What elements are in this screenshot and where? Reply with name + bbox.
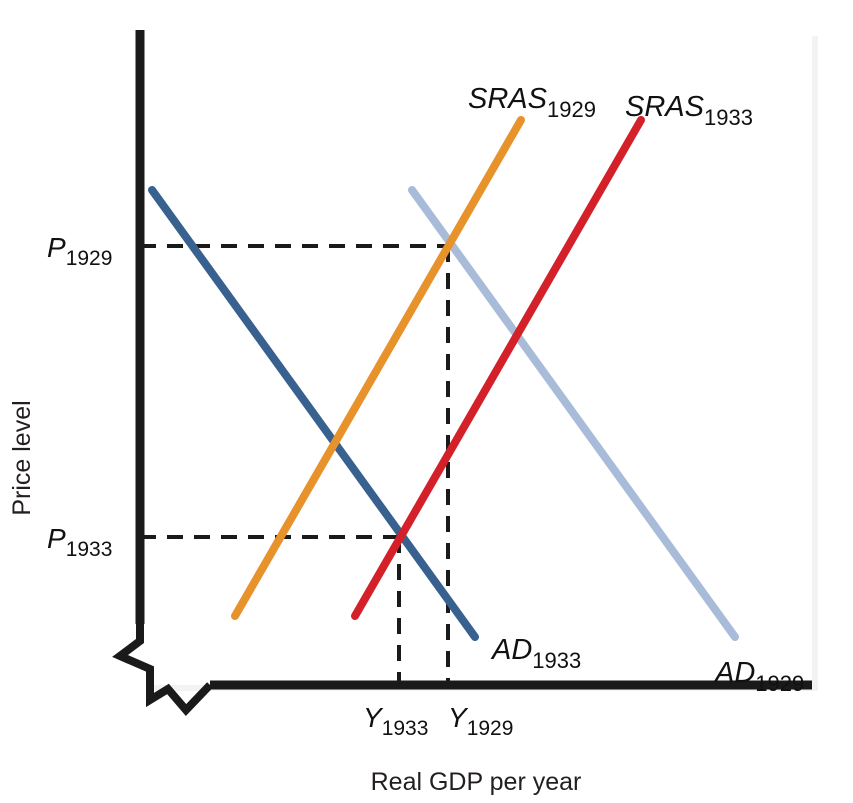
curve-label-sras-1933-main: SRAS <box>625 91 705 123</box>
curve-label-sras-1929-main: SRAS <box>468 83 548 115</box>
y-tick-label-p-1933-main: P <box>47 523 66 554</box>
y-tick-label-p-1929: P1929 <box>47 232 112 270</box>
x-tick-label-y-1929: Y1929 <box>448 702 513 740</box>
curve-label-ad-1933: AD1933 <box>490 634 581 673</box>
y-tick-label-p-1929-sub: 1929 <box>66 247 113 270</box>
curve-ad-1929 <box>408 186 739 641</box>
curve-label-sras-1929-sub: 1929 <box>547 97 596 122</box>
curve-label-ad-1929-main: AD <box>713 657 755 689</box>
curve-label-sras-1929: SRAS1929 <box>468 83 596 122</box>
curve-label-sras-1933-sub: 1933 <box>704 105 753 130</box>
curve-sras-1933 <box>351 116 645 620</box>
y-tick-label-p-1933: P1933 <box>47 523 112 561</box>
y-tick-label-p-1933-sub: 1933 <box>66 538 113 561</box>
curve-label-sras-1933: SRAS1933 <box>625 91 753 130</box>
x-tick-label-y-1933-main: Y <box>363 702 384 733</box>
curve-label-ad-1929: AD1929 <box>713 657 804 696</box>
x-tick-label-y-1933: Y1933 <box>363 702 428 740</box>
y-axis-title: Price level <box>8 400 36 515</box>
x-tick-label-y-1929-sub: 1929 <box>467 717 514 740</box>
curve-sras-1929 <box>231 116 525 620</box>
y-tick-label-p-1929-main: P <box>47 232 66 263</box>
x-tick-label-y-1929-main: Y <box>448 702 469 733</box>
curve-label-ad-1933-main: AD <box>490 634 532 666</box>
plot-face <box>140 30 812 685</box>
axis-break-zigzag-icon <box>112 624 213 716</box>
x-axis-title: Real GDP per year <box>371 768 582 796</box>
x-tick-label-y-1933-sub: 1933 <box>382 717 429 740</box>
curve-label-ad-1929-sub: 1929 <box>755 671 804 696</box>
curve-ad-1933 <box>148 186 479 641</box>
curve-label-ad-1933-sub: 1933 <box>532 648 581 673</box>
